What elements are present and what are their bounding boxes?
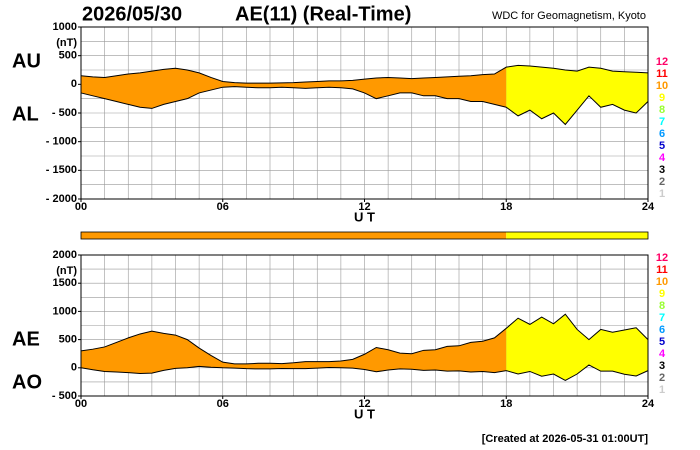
y-tick-label: - 500 [52,107,77,119]
y-tick-label: - 500 [52,390,77,402]
x-axis-label: U T [354,406,375,421]
y-tick-label: 0 [71,78,77,90]
x-tick-label: 00 [75,201,87,213]
series-label: AL [12,103,39,125]
x-tick-label: 06 [217,201,229,213]
range-fill [506,65,648,125]
y-tick-label: 1500 [53,277,77,289]
activity-band [506,232,648,239]
series-label: AE [12,328,40,350]
y-tick-label: 1000 [53,21,77,33]
y-tick-label: 0 [71,362,77,374]
y-tick-label: 500 [59,50,77,62]
x-tick-label: 12 [358,201,370,213]
level-label: 10 [656,80,668,92]
level-label: 3 [659,360,665,372]
level-label: 1 [659,384,665,396]
x-tick-label: 18 [500,201,512,213]
range-fill [506,314,648,381]
level-label: 11 [656,68,668,80]
series-label: AU [12,50,41,72]
series-line [80,364,649,382]
level-label: 2 [659,372,665,384]
x-tick-label: 00 [75,398,87,410]
level-label: 10 [656,276,668,288]
x-tick-label: 24 [642,398,655,410]
x-axis-label: U T [354,209,375,224]
series-line [80,64,649,84]
footer: [Created at 2026-05-31 01:00UT] [482,433,649,445]
y-tick-label: - 2000 [46,193,77,205]
x-tick-label: 06 [217,398,229,410]
level-label: 7 [659,116,665,128]
level-label: 12 [656,56,668,68]
x-tick-label: 24 [642,201,655,213]
series-line [80,86,649,126]
unit-label: (nT) [56,265,77,277]
level-label: 8 [659,104,665,116]
level-label: 12 [656,252,668,264]
band-frame [80,231,649,240]
level-label: 5 [659,140,665,152]
level-label: 5 [659,336,665,348]
level-label: 6 [659,324,665,336]
y-tick-label: 2000 [53,249,77,261]
series-label: AO [12,371,42,393]
level-label: 4 [659,152,666,164]
chart-title: AE(11) (Real-Time) [235,3,411,25]
level-label: 11 [656,264,668,276]
level-label: 7 [659,312,665,324]
level-label: 6 [659,128,665,140]
unit-label: (nT) [56,37,77,49]
y-tick-label: 1000 [53,305,77,317]
level-label: 1 [659,188,665,200]
level-label: 9 [659,92,665,104]
y-tick-label: - 1000 [46,136,77,148]
activity-band [81,232,507,239]
level-label: 2 [659,176,665,188]
level-label: 8 [659,300,665,312]
x-tick-label: 18 [500,398,512,410]
level-label: 4 [659,348,666,360]
level-label: 3 [659,164,665,176]
date: 2026/05/30 [82,3,182,25]
y-tick-label: 500 [59,334,77,346]
x-tick-label: 12 [358,398,370,410]
level-label: 9 [659,288,665,300]
source: WDC for Geomagnetism, Kyoto [492,10,646,22]
y-tick-label: - 1500 [46,164,77,176]
series-line [80,313,649,365]
